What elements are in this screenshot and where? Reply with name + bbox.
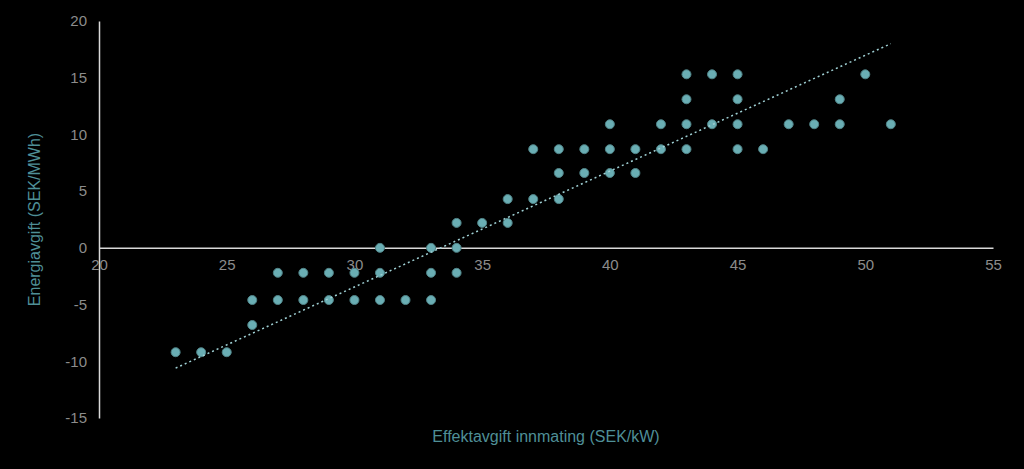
point <box>273 268 282 277</box>
point <box>299 268 308 277</box>
point <box>784 120 793 129</box>
point <box>350 296 359 305</box>
x-tick-label: 35 <box>474 257 491 274</box>
y-axis-line <box>99 22 101 419</box>
point <box>375 243 384 252</box>
point <box>605 145 614 154</box>
x-tick: 55 <box>985 248 1002 274</box>
y-tick-label: -10 <box>65 353 87 370</box>
point <box>886 120 895 129</box>
x-tick: 50 <box>857 248 874 274</box>
x-tick: 40 <box>602 248 619 274</box>
point <box>427 296 436 305</box>
y-tick-label: 15 <box>70 69 87 86</box>
y-tick: -10 <box>65 353 99 370</box>
point <box>554 145 563 154</box>
x-axis-line <box>100 248 994 250</box>
point <box>503 195 512 204</box>
y-tick-label: 10 <box>70 126 87 143</box>
point <box>554 195 563 204</box>
point <box>375 296 384 305</box>
point <box>810 120 819 129</box>
x-tick-label: 50 <box>857 257 874 274</box>
y-tick: 10 <box>70 126 99 143</box>
point <box>733 70 742 79</box>
x-axis: 2025303540455055 <box>91 248 1002 274</box>
point <box>733 120 742 129</box>
x-tick: 45 <box>730 248 747 274</box>
point <box>708 120 717 129</box>
y-tick: -5 <box>74 296 99 313</box>
point <box>273 296 282 305</box>
point <box>759 145 768 154</box>
y-axis: -15 -10 -5 0 5 10 15 20 <box>65 12 99 426</box>
point <box>503 218 512 227</box>
point <box>452 268 461 277</box>
point <box>733 95 742 104</box>
point <box>631 168 640 177</box>
point <box>427 268 436 277</box>
point <box>656 120 665 129</box>
y-tick-label: 5 <box>79 182 87 199</box>
x-tick: 20 <box>91 248 108 274</box>
point <box>222 348 231 357</box>
point <box>529 145 538 154</box>
x-tick-label: 40 <box>602 257 619 274</box>
point <box>580 168 589 177</box>
x-tick: 25 <box>219 248 236 274</box>
x-tick-label: 55 <box>985 257 1002 274</box>
point <box>631 145 640 154</box>
point <box>580 145 589 154</box>
scatter-series <box>171 70 895 357</box>
y-tick-label: 0 <box>79 239 87 256</box>
point <box>682 70 691 79</box>
x-axis-title: Effektavgift innmating (SEK/kW) <box>432 428 659 445</box>
y-tick-label: 20 <box>70 12 87 29</box>
point <box>708 70 717 79</box>
point <box>350 268 359 277</box>
point <box>427 243 436 252</box>
point <box>605 120 614 129</box>
x-tick-label: 45 <box>730 257 747 274</box>
y-tick: 5 <box>79 182 99 199</box>
x-tick: 35 <box>474 248 491 274</box>
y-axis-title: Energiavgift (SEK/MWh) <box>26 133 43 306</box>
x-tick-label: 20 <box>91 257 108 274</box>
y-tick-label: -15 <box>65 409 87 426</box>
point <box>299 296 308 305</box>
y-tick: 15 <box>70 69 99 86</box>
x-tick-label: 25 <box>219 257 236 274</box>
point <box>452 218 461 227</box>
y-tick-label: -5 <box>74 296 87 313</box>
point <box>248 320 257 329</box>
point <box>171 348 180 357</box>
plot-area <box>171 44 895 368</box>
point <box>248 296 257 305</box>
trend-line <box>176 44 891 368</box>
y-tick: 0 <box>79 239 99 256</box>
chart: -15-10-5051015202025303540455055Effektav… <box>0 0 1024 469</box>
point <box>682 145 691 154</box>
point <box>682 95 691 104</box>
point <box>375 268 384 277</box>
y-tick: 20 <box>70 12 99 29</box>
point <box>554 168 563 177</box>
point <box>861 70 870 79</box>
point <box>835 95 844 104</box>
point <box>835 120 844 129</box>
point <box>401 296 410 305</box>
point <box>733 145 742 154</box>
point <box>682 120 691 129</box>
y-tick: -15 <box>65 409 99 426</box>
point <box>452 243 461 252</box>
point <box>324 268 333 277</box>
point <box>478 218 487 227</box>
point <box>529 195 538 204</box>
